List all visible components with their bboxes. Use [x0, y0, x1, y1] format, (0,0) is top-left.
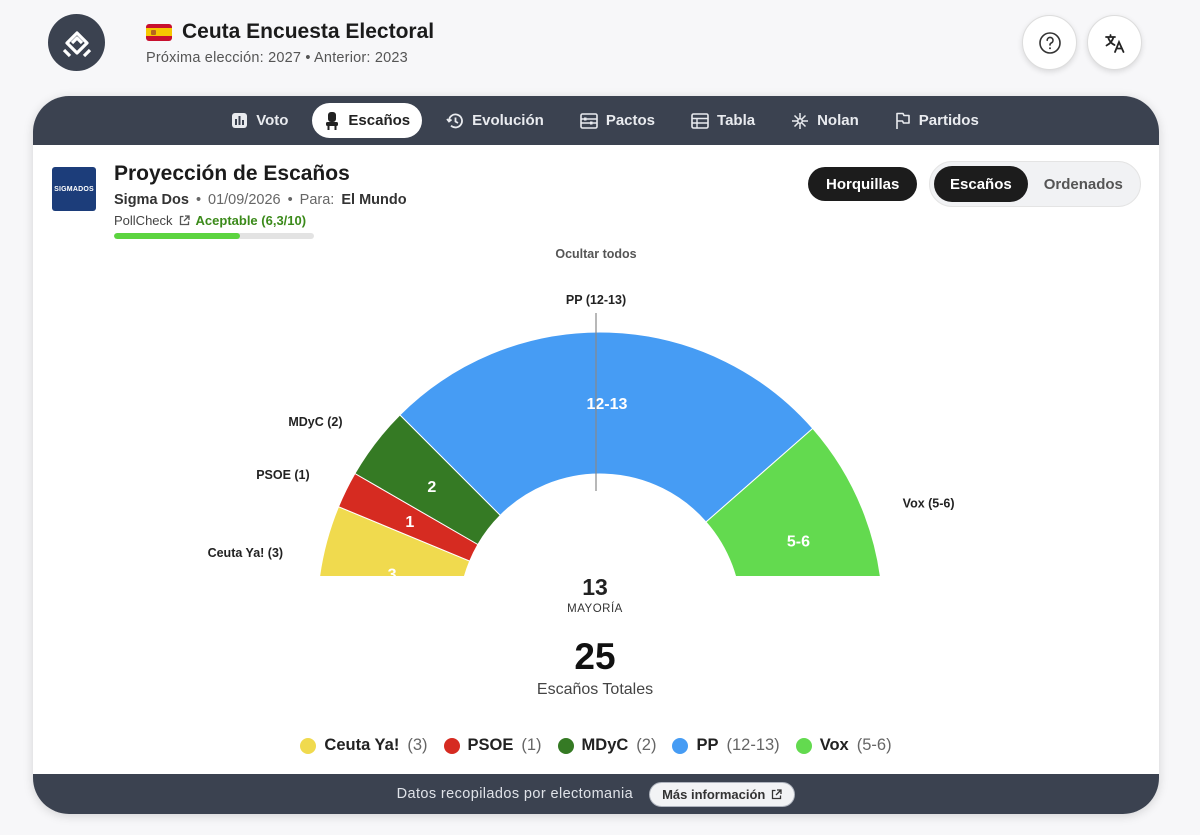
majority-value: 13: [582, 574, 608, 600]
view-tabs: Voto Escaños Evolución Pactos Tabla Nola…: [33, 96, 1159, 145]
hemicycle-chart: 3 Ceuta Ya! (3) 1 PSOE (1) 2 MDyC (2) 12-13 PP …: [208, 293, 955, 576]
question-circle-icon: [1038, 31, 1061, 54]
help-button[interactable]: [1022, 15, 1077, 70]
segment-escanos[interactable]: Escaños: [934, 166, 1028, 202]
pollcheck-link[interactable]: PollCheck Aceptable (6,3/10): [114, 213, 306, 228]
history-icon: [446, 113, 464, 128]
legend-seat-range: (3): [407, 736, 428, 754]
translate-button[interactable]: [1087, 15, 1142, 70]
legend-item[interactable]: PSOE (1): [443, 736, 542, 755]
pollcheck-score-bar: [114, 233, 314, 239]
bar-chart-icon: [232, 113, 248, 128]
legend-seat-range: (2): [636, 736, 657, 754]
view-mode-toggle: Escaños Ordenados: [929, 161, 1141, 207]
legend-item[interactable]: MDyC (2): [557, 736, 657, 755]
legend-seat-range: (12-13): [726, 736, 780, 754]
spain-flag-icon: [146, 23, 172, 41]
more-info-label: Más información: [662, 786, 766, 802]
tab-pactos[interactable]: Pactos: [568, 103, 667, 138]
tab-voto[interactable]: Voto: [219, 103, 300, 138]
legend-party-name: PP: [696, 736, 719, 754]
tab-label: Voto: [256, 112, 289, 129]
tab-nolan[interactable]: Nolan: [779, 103, 871, 138]
legend-item[interactable]: Vox (5-6): [795, 736, 892, 755]
segment-value-label: 2: [427, 479, 436, 496]
seat-segment-vox[interactable]: [705, 427, 883, 576]
media-label: Para:: [299, 192, 335, 208]
seat-icon: [326, 111, 339, 130]
tab-label: Evolución: [472, 112, 544, 129]
app-header: Ceuta Encuesta Electoral Próxima elecció…: [146, 20, 434, 66]
legend-color-dot: [795, 737, 812, 754]
horquillas-button[interactable]: Horquillas: [808, 167, 918, 201]
table-icon: [691, 112, 709, 129]
segment-value-label: 1: [405, 514, 414, 531]
segment-outer-label: PP (12-13): [566, 293, 626, 307]
external-link-icon: [772, 788, 783, 799]
media-name: El Mundo: [341, 192, 407, 208]
legend-item[interactable]: Ceuta Ya! (3): [300, 736, 428, 755]
segment-outer-label: Ceuta Ya! (3): [208, 546, 284, 560]
pollcheck-rating: Aceptable (6,3/10): [195, 213, 307, 228]
legend-seat-range: (5-6): [856, 736, 892, 754]
app-title: Ceuta Encuesta Electoral: [182, 20, 435, 43]
app-logo[interactable]: [48, 14, 105, 71]
total-seats-value: 25: [574, 636, 616, 677]
pollster-logo: SIGMADOS: [52, 167, 96, 211]
pollcheck-score-fill: [114, 233, 240, 239]
pollster-name: Sigma Dos: [114, 192, 189, 208]
flag-icon: [895, 112, 910, 129]
app-subtitle: Próxima elección: 2027 • Anterior: 2023: [146, 50, 408, 66]
legend-seat-range: (1): [521, 736, 542, 754]
tab-evolucion[interactable]: Evolución: [434, 103, 556, 138]
separator-dot: •: [195, 192, 202, 208]
segment-ordenados[interactable]: Ordenados: [1043, 175, 1123, 193]
tab-label: Pactos: [605, 112, 656, 129]
compass-icon: [792, 112, 809, 129]
legend-color-dot: [672, 737, 689, 754]
legend-party-name: Vox: [819, 736, 849, 754]
footer: Datos recopilados por electomania Más in…: [33, 774, 1159, 814]
total-seats-label: Escaños Totales: [536, 681, 654, 698]
segment-value-label: 12-13: [586, 396, 627, 413]
pollcheck-label: PollCheck: [114, 213, 173, 228]
majority-label: MAYORÍA: [567, 603, 623, 615]
legend-color-dot: [443, 737, 460, 754]
legend-item[interactable]: PP (12-13): [672, 736, 780, 755]
segment-outer-label: Vox (5-6): [903, 496, 955, 510]
more-info-button[interactable]: Más información: [649, 781, 796, 807]
hide-all-button[interactable]: Ocultar todos: [555, 247, 637, 261]
segment-outer-label: PSOE (1): [256, 468, 310, 482]
translate-icon: [1104, 33, 1124, 53]
tab-tabla[interactable]: Tabla: [679, 103, 767, 138]
legend-color-dot: [557, 737, 574, 754]
tab-partidos[interactable]: Partidos: [883, 103, 991, 138]
chart-legend: Ceuta Ya! (3) PSOE (1) MDyC (2) PP (12-13) Vox (5…: [33, 736, 1159, 755]
tab-label: Escaños: [348, 112, 411, 129]
segment-value-label: 3: [388, 567, 397, 576]
poll-card: Voto Escaños Evolución Pactos Tabla Nola…: [33, 96, 1159, 814]
legend-party-name: Ceuta Ya!: [324, 736, 400, 754]
poll-date: 01/09/2026: [208, 192, 281, 208]
legend-color-dot: [300, 737, 317, 754]
separator-dot: •: [287, 192, 293, 208]
abacus-icon: [580, 112, 598, 129]
external-link-icon: [179, 215, 190, 226]
segment-value-label: 5-6: [787, 533, 810, 550]
legend-party-name: PSOE: [467, 736, 514, 754]
tab-label: Partidos: [918, 112, 979, 129]
seat-segment-pp[interactable]: [399, 331, 814, 523]
poll-meta: Sigma Dos • 01/09/2026 • Para: El Mundo: [114, 192, 407, 208]
tab-escanos[interactable]: Escaños: [312, 103, 423, 138]
legend-party-name: MDyC: [581, 736, 629, 754]
footer-text: Datos recopilados por electomania: [396, 786, 634, 802]
tab-label: Nolan: [817, 112, 859, 129]
segment-outer-label: MDyC (2): [288, 415, 342, 429]
section-title: Proyección de Escaños: [114, 162, 350, 185]
tab-label: Tabla: [717, 112, 756, 129]
logo-icon: [62, 30, 91, 57]
